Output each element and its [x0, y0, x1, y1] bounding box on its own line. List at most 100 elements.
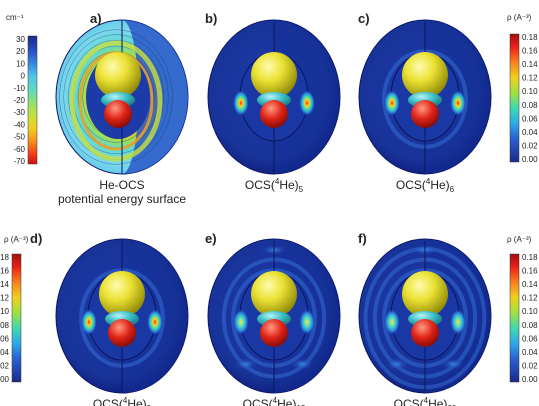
- colorbar-density-right-tick: 0.10: [522, 307, 538, 316]
- colorbar-energy-tick: -60: [13, 145, 25, 154]
- colorbar-density-top-tick: 0.10: [522, 87, 538, 96]
- colorbar-density-left-tick: 0.18: [0, 253, 10, 262]
- pes-well-ring: [69, 40, 163, 162]
- colorbar-density-left-tick: 0.04: [0, 348, 10, 357]
- panel-label: f): [358, 231, 367, 246]
- oxygen-atom: [108, 319, 136, 347]
- colorbar-energy-tick: 0: [21, 72, 26, 81]
- colorbar-energy-bar: [27, 35, 38, 165]
- helium-glow: [441, 358, 465, 370]
- panel-label: e): [205, 231, 217, 246]
- helium-hotspot-right: [299, 90, 315, 116]
- oxygen-atom: [411, 100, 439, 128]
- panel-caption: OCS(4He)6: [396, 177, 455, 194]
- panel-e: e) OCS(4He)12: [205, 231, 341, 406]
- sulfur-atom: [251, 271, 297, 317]
- colorbar-density-top-bar: [509, 33, 520, 163]
- colorbar-density-left-title: ρ (A⁻³): [4, 235, 29, 244]
- panel-label: b): [205, 11, 217, 26]
- sulfur-atom: [95, 52, 141, 98]
- panel-f: f) OCS(4He)20: [358, 231, 492, 406]
- colorbar-density-right-tick: 0.00: [522, 375, 538, 384]
- colorbar-density-right-tick: 0.12: [522, 294, 538, 303]
- colorbar-density-top: ρ (A⁻³) 0.18 0.16 0.14 0.12 0.10 0.08 0.06 0.04 0…: [507, 13, 538, 164]
- colorbar-density-left-tick: 0.16: [0, 267, 10, 276]
- panel-c: c) OCS(4He)6: [358, 11, 492, 194]
- sulfur-atom: [402, 52, 448, 98]
- panel-b: b) OCS(4He)5: [205, 11, 341, 194]
- colorbar-energy-tick: -10: [13, 84, 25, 93]
- colorbar-density-left-bar: [11, 253, 22, 383]
- colorbar-density-top-tick: 0.06: [522, 114, 538, 123]
- pes-contour: [68, 40, 164, 154]
- colorbar-density-right: ρ (A⁻³) 0.18 0.16 0.14 0.12 0.10 0.08 0.06 0.04 0…: [507, 235, 538, 384]
- colorbar-density-left-tick: 0.08: [0, 321, 10, 330]
- oxygen-atom: [411, 319, 439, 347]
- colorbar-density-right-tick: 0.04: [522, 348, 538, 357]
- helium-glow: [385, 358, 409, 370]
- helium-hotspot-left: [384, 90, 400, 116]
- oxygen-atom: [104, 100, 132, 128]
- colorbar-density-right-tick: 0.08: [522, 321, 538, 330]
- panel-caption: He-OCS: [99, 178, 144, 192]
- colorbar-density-top-tick: 0.12: [522, 74, 538, 83]
- helium-hotspot-left: [233, 309, 249, 335]
- panel-label: d): [30, 231, 42, 246]
- panel-label: c): [358, 11, 370, 26]
- colorbar-density-top-tick: 0.08: [522, 101, 538, 110]
- colorbar-density-top-tick: 0.02: [522, 141, 538, 150]
- helium-hotspot-left: [233, 90, 249, 116]
- colorbar-energy: cm⁻¹ 30 20 10 0 -10 -20 -30 -40 -50 -60 -70: [6, 13, 38, 166]
- colorbar-density-left-tick: 0.14: [0, 280, 10, 289]
- colorbar-density-right-bar: [509, 253, 520, 383]
- panel-caption: OCS(4He)12: [243, 396, 306, 406]
- colorbar-density-top-tick: 0.04: [522, 128, 538, 137]
- panel-caption: OCS(4He)9: [93, 396, 152, 406]
- colorbar-density-left-tick: 0.12: [0, 294, 10, 303]
- colorbar-density-top-tick: 0.00: [522, 155, 538, 164]
- colorbar-density-right-tick: 0.06: [522, 334, 538, 343]
- sulfur-atom: [402, 271, 448, 317]
- helium-hotspot-right: [147, 309, 163, 335]
- colorbar-density-top-tick: 0.18: [522, 33, 538, 42]
- colorbar-density-right-tick: 0.02: [522, 361, 538, 370]
- colorbar-energy-tick: -20: [13, 96, 25, 105]
- colorbar-energy-tick: -50: [13, 133, 25, 142]
- sulfur-atom: [251, 52, 297, 98]
- helium-glow: [290, 358, 314, 370]
- colorbar-energy-tick: -40: [13, 120, 25, 129]
- helium-hotspot-right: [299, 309, 315, 335]
- colorbar-density-right-tick: 0.18: [522, 253, 538, 262]
- helium-hotspot-left: [384, 309, 400, 335]
- oxygen-atom: [260, 319, 288, 347]
- helium-hotspot-right: [450, 90, 466, 116]
- colorbar-density-left: ρ (A⁻³) 0.18 0.16 0.14 0.12 0.10 0.08 0.06 0.04 0…: [0, 235, 29, 384]
- colorbar-energy-tick: 10: [16, 59, 25, 68]
- colorbar-energy-tick: 20: [16, 47, 25, 56]
- panel-caption: potential energy surface: [58, 192, 186, 206]
- colorbar-density-top-tick: 0.16: [522, 47, 538, 56]
- panel-caption: OCS(4He)20: [394, 396, 457, 406]
- helium-glow: [234, 358, 258, 370]
- panel-caption: OCS(4He)5: [245, 177, 304, 194]
- colorbar-density-right-title: ρ (A⁻³): [507, 235, 532, 244]
- colorbar-energy-title: cm⁻¹: [6, 13, 24, 22]
- sulfur-atom: [99, 271, 145, 317]
- colorbar-density-right-tick: 0.16: [522, 267, 538, 276]
- colorbar-energy-tick: -30: [13, 108, 25, 117]
- colorbar-density-left-tick: 0.06: [0, 334, 10, 343]
- colorbar-density-top-tick: 0.14: [522, 60, 538, 69]
- colorbar-density-left-tick: 0.00: [0, 375, 10, 384]
- helium-hotspot-right: [450, 309, 466, 335]
- oxygen-atom: [260, 100, 288, 128]
- colorbar-density-right-tick: 0.14: [522, 280, 538, 289]
- colorbar-density-left-tick: 0.10: [0, 307, 10, 316]
- colorbar-density-top-title: ρ (A⁻³): [507, 13, 532, 22]
- pes-cut-face: [122, 20, 188, 174]
- colorbar-density-left-tick: 0.02: [0, 361, 10, 370]
- helium-hotspot-left: [81, 309, 97, 335]
- colorbar-energy-tick: -70: [13, 157, 25, 166]
- panel-d: d) OCS(4He)9: [30, 231, 189, 406]
